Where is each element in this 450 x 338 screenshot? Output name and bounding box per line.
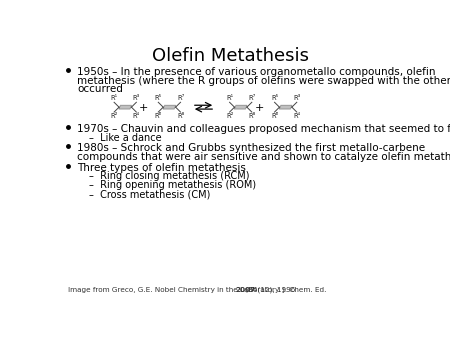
Text: R³: R³ (293, 95, 301, 101)
Polygon shape (234, 105, 247, 109)
Text: R⁴: R⁴ (293, 113, 300, 119)
Text: +: + (255, 103, 264, 113)
Text: R¹: R¹ (226, 95, 233, 101)
Text: 1950s – In the presence of various organometallo compounds, olefin: 1950s – In the presence of various organ… (77, 67, 436, 77)
Polygon shape (119, 105, 131, 109)
Text: –  Ring opening metathesis (ROM): – Ring opening metathesis (ROM) (89, 180, 256, 190)
Text: R⁴: R⁴ (133, 113, 140, 119)
Text: R²: R² (226, 113, 233, 119)
Text: R³: R³ (133, 95, 140, 101)
Text: –  Like a dance: – Like a dance (89, 133, 162, 143)
Text: Olefin Metathesis: Olefin Metathesis (152, 47, 309, 65)
Text: compounds that were air sensitive and shown to catalyze olefin metathesis: compounds that were air sensitive and sh… (77, 152, 450, 162)
Text: 2007: 2007 (236, 287, 256, 293)
Text: ,84(12), 1996: ,84(12), 1996 (246, 287, 295, 293)
Text: R⁸: R⁸ (177, 113, 184, 119)
Text: R⁶: R⁶ (155, 113, 162, 119)
Text: R¹: R¹ (111, 95, 117, 101)
Text: R⁶: R⁶ (271, 113, 278, 119)
Text: occurred: occurred (77, 84, 123, 94)
Text: +: + (139, 103, 148, 113)
Text: R⁸: R⁸ (248, 113, 256, 119)
Text: Three types of olefin metathesis: Three types of olefin metathesis (77, 163, 246, 173)
Text: R⁵: R⁵ (155, 95, 162, 101)
Text: R⁷: R⁷ (248, 95, 256, 101)
Polygon shape (279, 105, 292, 109)
Text: –  Ring closing metathesis (RCM): – Ring closing metathesis (RCM) (89, 171, 249, 182)
Text: metathesis (where the R groups of olefins were swapped with the other): metathesis (where the R groups of olefin… (77, 76, 450, 86)
Text: –  Cross metathesis (CM): – Cross metathesis (CM) (89, 189, 210, 199)
Text: R⁵: R⁵ (271, 95, 278, 101)
Text: R²: R² (110, 113, 118, 119)
Text: Image from Greco, G.E. Nobel Chemistry in the Laboratory. J. Chem. Ed.: Image from Greco, G.E. Nobel Chemistry i… (68, 287, 328, 293)
Polygon shape (163, 105, 176, 109)
Text: R⁷: R⁷ (177, 95, 184, 101)
Text: 1980s – Schrock and Grubbs synthesized the first metallo-carbene: 1980s – Schrock and Grubbs synthesized t… (77, 143, 425, 153)
Text: 1970s – Chauvin and colleagues proposed mechanism that seemed to fit: 1970s – Chauvin and colleagues proposed … (77, 124, 450, 134)
